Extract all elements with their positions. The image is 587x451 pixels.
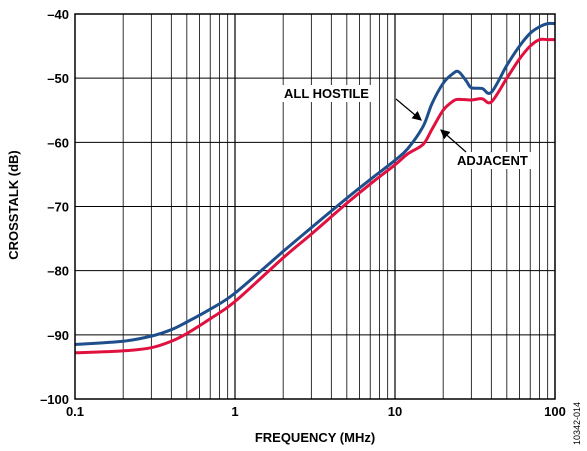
y-tick-label: –80 (47, 264, 69, 279)
x-axis-title: FREQUENCY (MHz) (255, 430, 375, 445)
x-tick-label: 1 (231, 404, 238, 419)
x-tick-label: 10 (388, 404, 402, 419)
y-tick-label: –90 (47, 328, 69, 343)
y-tick-label: –70 (47, 200, 69, 215)
x-tick-label: 0.1 (66, 404, 84, 419)
annotations: ALL HOSTILE ADJACENT (281, 85, 531, 169)
all-hostile-line (74, 21, 556, 346)
adjacent-line (74, 37, 555, 355)
series-lines (74, 21, 556, 355)
y-tick-labels: –40 –50 –60 –70 –80 –90 –100 (40, 7, 69, 407)
y-tick-label: –40 (47, 7, 69, 22)
x-tick-labels: 0.1 1 10 100 (66, 404, 566, 419)
adjacent-arrow (440, 129, 467, 153)
figure-id: 10342-014 (572, 402, 582, 445)
plot-frame (74, 13, 556, 400)
adjacent-annotation: ADJACENT (457, 153, 528, 168)
all-hostile-annotation: ALL HOSTILE (284, 86, 369, 101)
y-tick-label: –60 (47, 135, 69, 150)
y-tick-label: –100 (40, 392, 69, 407)
all-hostile-arrow (395, 98, 422, 121)
x-tick-label: 100 (544, 404, 566, 419)
grid (75, 14, 555, 399)
y-axis-title: CROSSTALK (dB) (6, 150, 21, 260)
y-tick-label: –50 (47, 71, 69, 86)
